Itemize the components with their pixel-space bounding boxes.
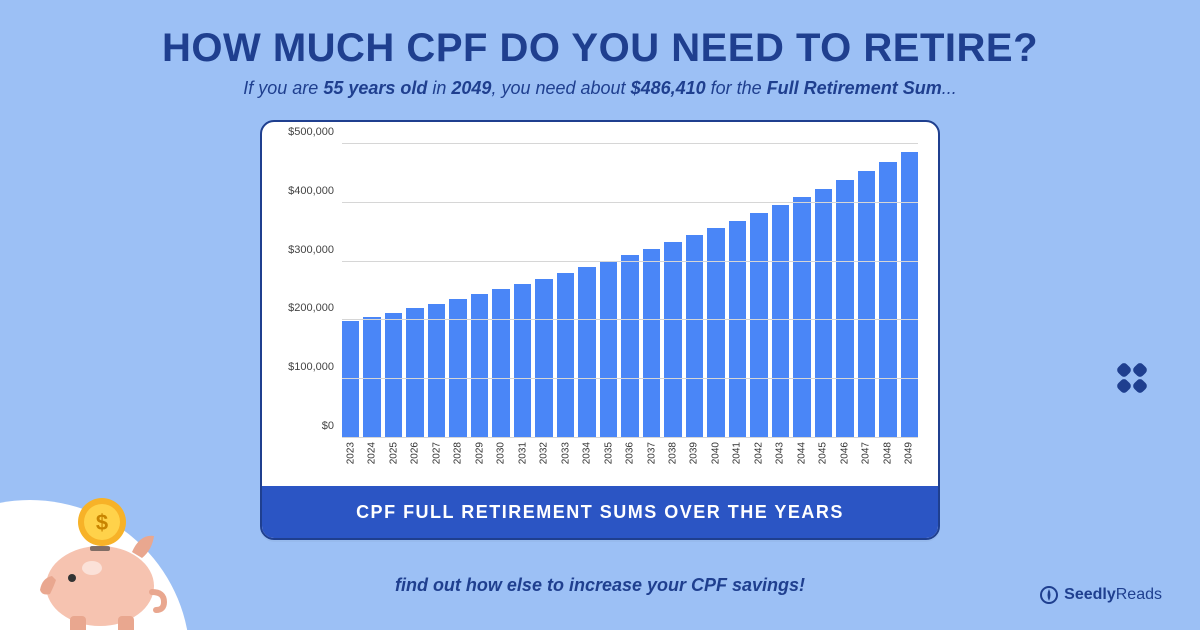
chart-bar: [750, 213, 767, 438]
chart-xtick: 2043: [772, 440, 789, 490]
chart-area: $0 $100,000 $200,000 $300,000 $400,000 $500,0…: [262, 122, 938, 490]
chart-xtick: 2041: [729, 440, 746, 490]
chart-bar: [901, 152, 918, 438]
chart-bar: [600, 261, 617, 438]
chart-xtick: 2046: [836, 440, 853, 490]
chart-caption: CPF FULL RETIREMENT SUMS OVER THE YEARS: [262, 486, 938, 538]
chart-xtick: 2044: [793, 440, 810, 490]
chart-bar: [471, 294, 488, 438]
chart-bar: [406, 308, 423, 438]
chart-bar: [643, 249, 660, 438]
chart-gridline: [342, 143, 918, 144]
subtitle-term: Full Retirement Sum: [767, 78, 942, 98]
chart-xtick: 2032: [535, 440, 552, 490]
chart-gridline: [342, 261, 918, 262]
chart-bar: [879, 162, 896, 438]
subtitle-text: If you are: [243, 78, 323, 98]
chart-ytick: $0: [322, 420, 342, 432]
infographic-canvas: HOW MUCH CPF DO YOU NEED TO RETIRE? If y…: [0, 0, 1200, 630]
chart-bar: [492, 289, 509, 438]
brand-name: SeedlyReads: [1064, 586, 1162, 604]
chart-xtick: 2048: [879, 440, 896, 490]
piggy-bank-icon: $: [28, 488, 178, 630]
chart-gridline: [342, 202, 918, 203]
subtitle-year: 2049: [451, 78, 491, 98]
chart-gridline: [342, 378, 918, 379]
chart-xtick: 2023: [342, 440, 359, 490]
chart-bar: [578, 267, 595, 438]
chart-ytick: $500,000: [288, 126, 342, 138]
chart-xtick: 2027: [428, 440, 445, 490]
chart-xtick: 2035: [600, 440, 617, 490]
chart-gridline: [342, 319, 918, 320]
chart-xtick: 2030: [492, 440, 509, 490]
page-title: HOW MUCH CPF DO YOU NEED TO RETIRE?: [0, 26, 1200, 71]
chart-bar: [535, 279, 552, 438]
chart-xtick: 2026: [406, 440, 423, 490]
chart-bar: [428, 304, 445, 438]
chart-ytick: $400,000: [288, 185, 342, 197]
chart-xtick: 2039: [686, 440, 703, 490]
chart-bar: [557, 273, 574, 438]
footer-text: find out how else to increase your CPF s…: [0, 575, 1200, 596]
decorative-x-icon: [1114, 360, 1150, 396]
chart-bar: [815, 189, 832, 438]
page-subtitle: If you are 55 years old in 2049, you nee…: [0, 78, 1200, 99]
chart-bar: [686, 235, 703, 438]
chart-xtick: 2025: [385, 440, 402, 490]
chart-bar: [664, 242, 681, 438]
seedly-icon: [1040, 586, 1058, 604]
chart-xtick: 2024: [363, 440, 380, 490]
subtitle-amount: $486,410: [631, 78, 706, 98]
chart-bar: [514, 284, 531, 438]
chart-xtick: 2042: [750, 440, 767, 490]
chart-ytick: $200,000: [288, 302, 342, 314]
chart-xtick: 2038: [664, 440, 681, 490]
chart-xtick: 2047: [858, 440, 875, 490]
chart-bar: [772, 205, 789, 438]
chart-plot: $0$100,000$200,000$300,000$400,000$500,0…: [342, 144, 918, 438]
chart-xtick: 2036: [621, 440, 638, 490]
chart-xtick: 2028: [449, 440, 466, 490]
subtitle-age: 55 years old: [323, 78, 427, 98]
chart-gridline: [342, 437, 918, 438]
chart-bar: [342, 321, 359, 438]
chart-bars: [342, 144, 918, 438]
chart-xtick: 2040: [707, 440, 724, 490]
chart-xtick: 2049: [901, 440, 918, 490]
chart-bar: [385, 313, 402, 438]
chart-bar: [858, 171, 875, 438]
chart-xtick: 2031: [514, 440, 531, 490]
chart-xtick: 2029: [471, 440, 488, 490]
chart-card: $0 $100,000 $200,000 $300,000 $400,000 $500,0…: [260, 120, 940, 540]
chart-xtick: 2033: [557, 440, 574, 490]
chart-x-labels: 20232024 20252026 20272028 20292030 20312032…: [342, 440, 918, 490]
brand-logo: SeedlyReads: [1040, 586, 1162, 604]
coin-symbol: $: [96, 510, 108, 535]
chart-bar: [621, 255, 638, 438]
chart-ytick: $300,000: [288, 244, 342, 256]
chart-bar: [836, 180, 853, 438]
chart-ytick: $100,000: [288, 361, 342, 373]
chart-xtick: 2045: [815, 440, 832, 490]
chart-xtick: 2034: [578, 440, 595, 490]
chart-bar: [729, 221, 746, 438]
chart-bar: [793, 197, 810, 438]
chart-xtick: 2037: [643, 440, 660, 490]
